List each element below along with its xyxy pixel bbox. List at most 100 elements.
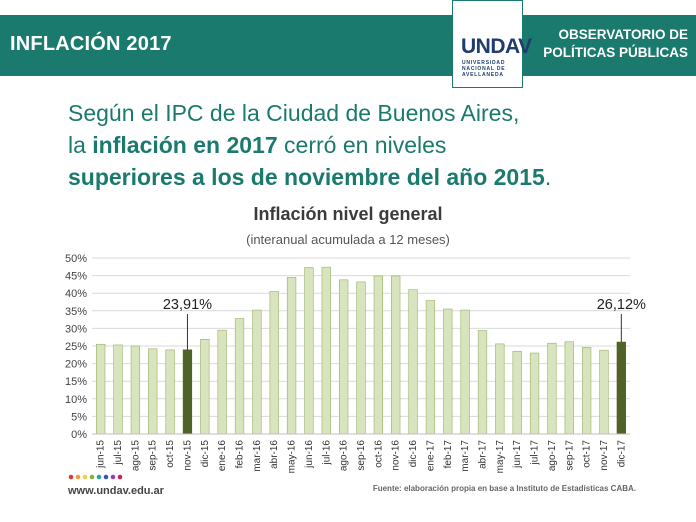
bar	[356, 281, 366, 435]
bar	[408, 289, 418, 435]
x-tick-label: sep-17	[564, 440, 575, 471]
bar	[200, 339, 210, 435]
x-tick-label: jul-15	[113, 440, 124, 466]
x-tick-label: jun-15	[96, 440, 107, 469]
observatorio-label: OBSERVATORIO DE POLÍTICAS PÚBLICAS	[543, 26, 688, 62]
bar	[529, 352, 540, 435]
logo-line-2: NACIONAL DE	[462, 66, 506, 72]
x-tick-label: jun-17	[512, 440, 523, 469]
intro-line-2-pre: la	[68, 132, 93, 158]
chart-title: Inflación nivel general	[253, 204, 443, 224]
x-tick-label: mar-16	[252, 440, 263, 472]
logo-line-1: UNIVERSIDAD	[462, 60, 506, 66]
undav-logo[interactable]: UNDAV UNIVERSIDAD NACIONAL DE AVELLANEDA	[452, 0, 532, 88]
y-tick-label: 40%	[65, 288, 87, 300]
footer-dot	[96, 474, 102, 480]
x-tick-label: oct-17	[582, 440, 593, 468]
x-tick-label: ene-16	[217, 440, 228, 472]
bar	[165, 349, 175, 435]
y-tick-label: 35%	[65, 306, 87, 318]
bar	[547, 342, 557, 435]
x-tick-label: sep-16	[356, 440, 367, 471]
x-tick-label: sep-15	[148, 440, 159, 471]
footer-url[interactable]: www.undav.edu.ar	[68, 485, 164, 497]
intro-line-2-bold: inflación en 2017	[92, 132, 278, 158]
footer-dot	[110, 474, 116, 480]
x-tick-label: dic-16	[408, 440, 419, 468]
y-tick-label: 0%	[71, 429, 87, 441]
observatorio-line-2: POLÍTICAS PÚBLICAS	[543, 45, 688, 60]
y-tick-label: 50%	[65, 253, 87, 265]
x-tick-label: mar-17	[460, 440, 471, 472]
bar	[252, 309, 262, 435]
footer-dot	[68, 474, 74, 480]
x-tick-label: may-16	[287, 440, 298, 474]
bar	[113, 344, 123, 435]
bar	[425, 300, 436, 435]
y-tick-label: 45%	[65, 271, 87, 283]
footer-source: Fuente: elaboración propia en base a Ins…	[372, 484, 636, 493]
logo-wordmark: UNDAV	[461, 35, 532, 58]
x-tick-label: ago-15	[130, 440, 141, 472]
footer-dot	[103, 474, 109, 480]
x-tick-label: feb-17	[443, 440, 454, 469]
footer-dot	[89, 474, 95, 480]
page-title: INFLACIÓN 2017	[10, 33, 172, 55]
y-tick-label: 15%	[65, 376, 87, 388]
x-tick-label: jul-17	[530, 440, 541, 466]
footer-dot	[75, 474, 81, 480]
x-tick-label: dic-15	[200, 440, 211, 468]
bar	[391, 275, 401, 435]
bar	[269, 291, 279, 435]
bar	[616, 341, 626, 435]
bar	[234, 318, 245, 435]
intro-line-3-end: .	[544, 164, 552, 190]
x-tick-label: nov-16	[391, 440, 402, 471]
logo-line-3: AVELLANEDA	[462, 72, 504, 78]
intro-text: Según el IPC de la Ciudad de Buenos Aire…	[68, 97, 688, 193]
x-tick-label: abr-17	[477, 440, 488, 469]
bar	[495, 343, 505, 435]
bar	[304, 267, 314, 435]
observatorio-line-1: OBSERVATORIO DE	[558, 27, 688, 42]
x-tick-label: jun-16	[304, 440, 315, 469]
x-tick-label: feb-16	[235, 440, 246, 469]
bar	[460, 309, 470, 435]
bar	[321, 266, 331, 435]
bar	[599, 349, 609, 435]
header-bar	[0, 15, 696, 76]
data-label: 26,12%	[597, 297, 646, 313]
x-tick-label: ago-16	[339, 440, 350, 472]
footer-dot	[82, 474, 88, 480]
x-tick-label: dic-17	[616, 440, 627, 468]
bar	[581, 347, 592, 435]
x-tick-label: nov-17	[599, 440, 610, 471]
bar	[148, 348, 158, 435]
x-tick-label: jul-16	[321, 440, 332, 466]
bar	[564, 341, 574, 435]
intro-line-1: Según el IPC de la Ciudad de Buenos Aire…	[68, 100, 520, 126]
x-tick-label: oct-16	[373, 440, 384, 468]
bar	[182, 349, 193, 435]
x-tick-label: ene-17	[425, 440, 436, 472]
bar	[286, 277, 297, 435]
y-tick-label: 20%	[65, 359, 87, 371]
bar	[217, 329, 227, 435]
y-tick-label: 30%	[65, 323, 87, 335]
x-tick-label: nov-15	[182, 440, 193, 471]
bar	[130, 345, 141, 435]
y-tick-label: 10%	[65, 394, 87, 406]
bar	[373, 275, 383, 435]
y-tick-label: 5%	[71, 411, 87, 423]
footer-dot	[117, 474, 123, 480]
bar	[339, 279, 349, 435]
y-tick-label: 25%	[65, 341, 87, 353]
x-tick-label: ago-17	[547, 440, 558, 472]
bar	[96, 343, 106, 435]
intro-line-2-post: cerró en niveles	[277, 132, 447, 158]
bar	[512, 350, 522, 435]
bar	[443, 308, 453, 435]
x-tick-label: abr-16	[269, 440, 280, 469]
x-tick-label: oct-15	[165, 440, 176, 468]
